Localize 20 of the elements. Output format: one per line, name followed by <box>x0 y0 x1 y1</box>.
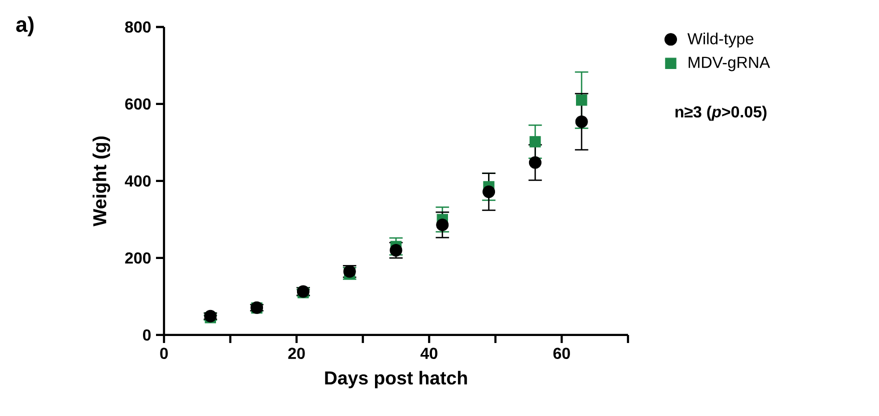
y-tick-label: 0 <box>143 329 151 341</box>
point <box>575 115 588 128</box>
x-tick-label: 40 <box>420 348 438 360</box>
y-tick-label: 200 <box>125 252 151 264</box>
x-tick-label: 20 <box>288 348 305 360</box>
y-tick-label: 800 <box>125 21 151 33</box>
legend-label: Wild-type <box>687 32 754 48</box>
text: a) <box>16 16 34 36</box>
x-tick-label: 0 <box>160 348 168 360</box>
point <box>530 136 541 148</box>
x-tick-label: 60 <box>553 348 570 360</box>
point <box>204 310 217 322</box>
y-axis-title: Weight (g) <box>92 136 110 226</box>
y-tick-label: 600 <box>125 98 151 110</box>
legend-label: MDV-gRNA <box>688 56 770 72</box>
x-axis-title: Days post hatch <box>325 370 467 388</box>
text: n≥3 (p>0.05) <box>676 106 766 121</box>
point <box>576 94 588 106</box>
y-tick-label: 400 <box>124 175 151 187</box>
point <box>528 156 542 169</box>
